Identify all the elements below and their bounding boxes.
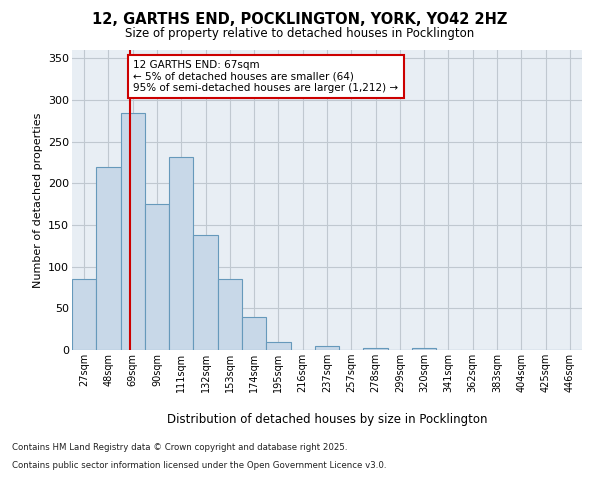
Bar xyxy=(193,235,218,350)
Bar xyxy=(169,156,193,350)
Bar xyxy=(218,279,242,350)
Bar xyxy=(145,204,169,350)
Bar xyxy=(412,348,436,350)
Text: Distribution of detached houses by size in Pocklington: Distribution of detached houses by size … xyxy=(167,412,487,426)
Bar xyxy=(242,316,266,350)
Text: 12 GARTHS END: 67sqm
← 5% of detached houses are smaller (64)
95% of semi-detach: 12 GARTHS END: 67sqm ← 5% of detached ho… xyxy=(133,60,398,93)
Text: 12, GARTHS END, POCKLINGTON, YORK, YO42 2HZ: 12, GARTHS END, POCKLINGTON, YORK, YO42 … xyxy=(92,12,508,28)
Text: Contains HM Land Registry data © Crown copyright and database right 2025.: Contains HM Land Registry data © Crown c… xyxy=(12,444,347,452)
Bar xyxy=(266,342,290,350)
Bar xyxy=(96,166,121,350)
Y-axis label: Number of detached properties: Number of detached properties xyxy=(32,112,43,288)
Bar xyxy=(315,346,339,350)
Text: Size of property relative to detached houses in Pocklington: Size of property relative to detached ho… xyxy=(125,28,475,40)
Bar xyxy=(121,112,145,350)
Bar xyxy=(364,348,388,350)
Bar xyxy=(72,279,96,350)
Text: Contains public sector information licensed under the Open Government Licence v3: Contains public sector information licen… xyxy=(12,461,386,470)
